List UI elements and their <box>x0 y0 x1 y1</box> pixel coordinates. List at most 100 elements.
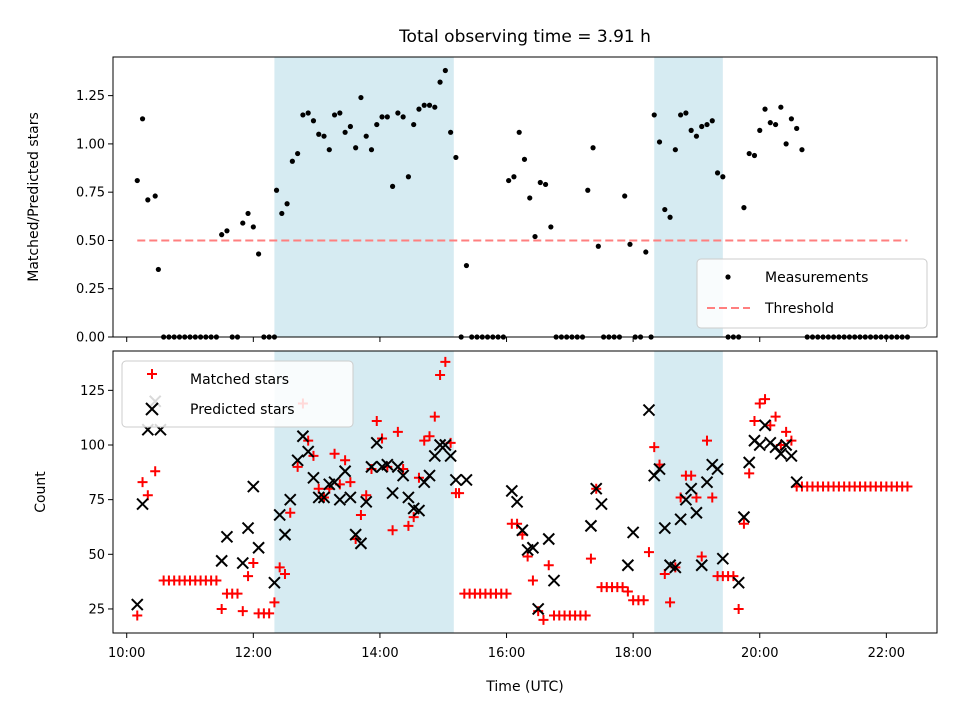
measurement-point <box>240 220 246 226</box>
matched-stars-point <box>649 442 660 453</box>
measurement-point <box>595 243 601 249</box>
predicted-stars-point <box>653 462 666 476</box>
measurement-point <box>667 214 673 220</box>
x-axis-label: Time (UTC) <box>485 679 563 695</box>
predicted-stars-point <box>381 458 394 471</box>
matched-stars-point <box>211 575 222 586</box>
measurement-point <box>799 147 805 153</box>
x-tick-label: 10:00 <box>108 646 145 661</box>
predicted-stars-point <box>684 482 698 495</box>
predicted-stars-point <box>402 491 415 504</box>
matched-stars-point <box>216 603 227 614</box>
predicted-stars-point <box>444 449 457 463</box>
measurement-point <box>693 133 700 139</box>
measurement-point <box>400 114 406 120</box>
measurement-point <box>772 121 779 128</box>
predicted-stars-point <box>349 528 362 541</box>
matched-stars-point <box>429 411 440 422</box>
predicted-stars-point <box>247 480 260 493</box>
predicted-stars-point <box>386 486 399 500</box>
measurement-point <box>152 193 158 199</box>
matched-stars-point <box>403 520 414 531</box>
measurement-point <box>627 241 633 247</box>
matched-stars-point <box>355 509 366 520</box>
predicted-stars-point <box>711 462 724 476</box>
measurement-point <box>284 201 290 207</box>
predicted-stars-point <box>460 473 473 487</box>
measurement-point <box>363 133 369 139</box>
matched-stars-point <box>585 553 596 564</box>
matched-stars-point <box>424 431 435 442</box>
matched-stars-point <box>345 477 356 488</box>
matched-stars-point <box>638 595 649 606</box>
measurement-point <box>778 104 784 110</box>
top-y-tick-label: 1.00 <box>76 137 105 152</box>
predicted-stars-point <box>252 541 265 554</box>
measurement-point <box>337 110 343 116</box>
matched-stars-point <box>419 435 430 446</box>
predicted-stars-point <box>449 473 463 487</box>
predicted-stars-point <box>774 447 788 460</box>
measurement-point <box>379 114 385 120</box>
measurement-point <box>678 112 684 118</box>
predicted-stars-point <box>307 471 320 484</box>
top-y-axis-label: Matched/Predicted stars <box>26 112 42 282</box>
predicted-stars-point <box>732 576 745 589</box>
legend-measurements-label: Measurements <box>765 270 868 286</box>
measurement-point <box>463 262 470 269</box>
measurement-point <box>537 179 543 186</box>
predicted-stars-point <box>669 561 682 574</box>
measurement-point <box>699 123 705 130</box>
predicted-stars-point <box>516 524 529 537</box>
measurement-point <box>342 129 348 135</box>
measurement-point <box>585 187 591 193</box>
measurement-point <box>326 147 332 153</box>
matched-stars-point <box>733 603 744 614</box>
matched-stars-point <box>643 547 654 558</box>
predicted-stars-point <box>674 513 687 526</box>
matched-stars-point <box>781 426 792 437</box>
measurement-point <box>432 104 438 110</box>
measurement-point <box>783 141 789 147</box>
matched-stars-point <box>902 481 913 492</box>
matched-stars-point <box>232 588 243 599</box>
x-tick-label: 14:00 <box>361 646 398 661</box>
matched-stars-point <box>543 560 554 571</box>
predicted-stars-point <box>510 495 524 509</box>
legend-predicted-label: Predicted stars <box>190 402 295 418</box>
matched-stars-point <box>392 426 403 437</box>
top-y-tick-label: 1.25 <box>76 89 105 104</box>
measurement-point <box>757 127 763 133</box>
measurement-point <box>511 174 517 180</box>
measurement-point <box>672 147 678 153</box>
measurement-point <box>305 110 311 116</box>
x-tick-label: 18:00 <box>614 646 651 661</box>
x-tick-label: 22:00 <box>868 646 905 661</box>
predicted-stars-point <box>679 493 693 506</box>
bottom-legend: Matched stars Predicted stars <box>121 360 354 428</box>
matched-stars-point <box>454 488 465 499</box>
predicted-stars-point <box>695 559 708 572</box>
top-y-tick-label: 0.25 <box>76 282 105 297</box>
matched-stars-point <box>292 461 303 472</box>
bottom-y-tick-label: 125 <box>80 384 105 399</box>
predicted-stars-point <box>136 497 149 511</box>
measurement-point <box>316 131 322 137</box>
predicted-stars-point <box>344 491 357 504</box>
bottom-y-axis-label: Count <box>33 471 49 513</box>
predicted-stars-point <box>531 602 545 616</box>
matched-stars-point <box>279 568 290 579</box>
matched-stars-point <box>361 490 372 501</box>
predicted-stars-point <box>700 475 714 489</box>
predicted-stars-point <box>690 506 703 519</box>
predicted-stars-point <box>758 419 772 432</box>
measurement-point <box>145 197 151 203</box>
matched-stars-point <box>440 356 451 367</box>
measurement-point <box>289 158 295 164</box>
top-axes-frame <box>112 56 938 338</box>
measurement-point <box>656 139 663 145</box>
top-y-tick-label: 0.75 <box>76 186 105 201</box>
measurement-point <box>442 67 448 74</box>
predicted-stars-point <box>328 475 341 489</box>
measurement-point <box>411 121 417 128</box>
